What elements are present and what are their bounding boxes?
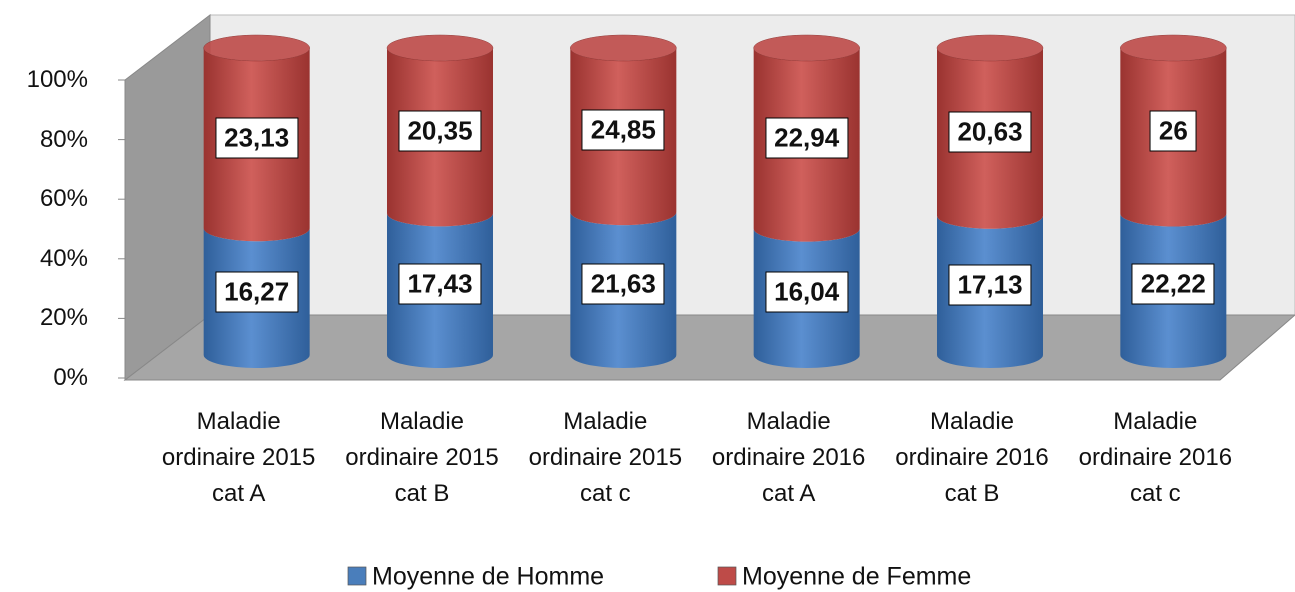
legend-swatch	[347, 566, 367, 586]
y-tick-label: 0%	[53, 364, 88, 391]
data-label: 17,43	[398, 263, 482, 305]
legend-label: Moyenne de Homme	[372, 562, 605, 591]
x-tick-label: Maladie ordinaire 2015 cat A	[161, 408, 316, 507]
y-tick-label: 80%	[39, 125, 88, 153]
cylinder-top	[936, 34, 1044, 62]
x-tick-label: Maladie ordinaire 2016 cat c	[1078, 408, 1233, 507]
data-label: 16,04	[765, 271, 849, 313]
y-tick-label: 20%	[39, 304, 88, 332]
y-tick-label: 100%	[26, 66, 88, 93]
data-label: 26	[1149, 110, 1197, 152]
data-label: 21,63	[581, 263, 665, 305]
cylinder-top	[570, 34, 677, 62]
x-tick-label: Maladie ordinaire 2016 cat A	[711, 408, 866, 507]
data-label: 17,13	[948, 264, 1032, 306]
y-tick-label: 40%	[39, 244, 88, 272]
y-tick-label: 60%	[39, 185, 88, 213]
cylinder-top	[386, 34, 494, 62]
cylinder-top	[753, 34, 860, 62]
data-label: 23,13	[215, 117, 299, 159]
x-tick-label: Maladie ordinaire 2015 cat c	[528, 408, 683, 507]
data-label: 20,35	[398, 110, 482, 152]
data-label: 20,63	[948, 111, 1032, 153]
x-tick-label: Maladie ordinaire 2016 cat B	[895, 408, 1049, 507]
x-tick-label: Maladie ordinaire 2015 cat B	[345, 408, 499, 507]
data-label: 22,22	[1131, 263, 1215, 305]
data-label: 22,94	[765, 117, 849, 159]
legend-label: Moyenne de Femme	[742, 562, 972, 591]
data-label: 16,27	[215, 271, 299, 313]
data-label: 24,85	[581, 109, 665, 151]
cylinder-top	[1120, 34, 1227, 62]
legend-swatch	[717, 566, 737, 586]
cylinder-top	[203, 34, 310, 62]
